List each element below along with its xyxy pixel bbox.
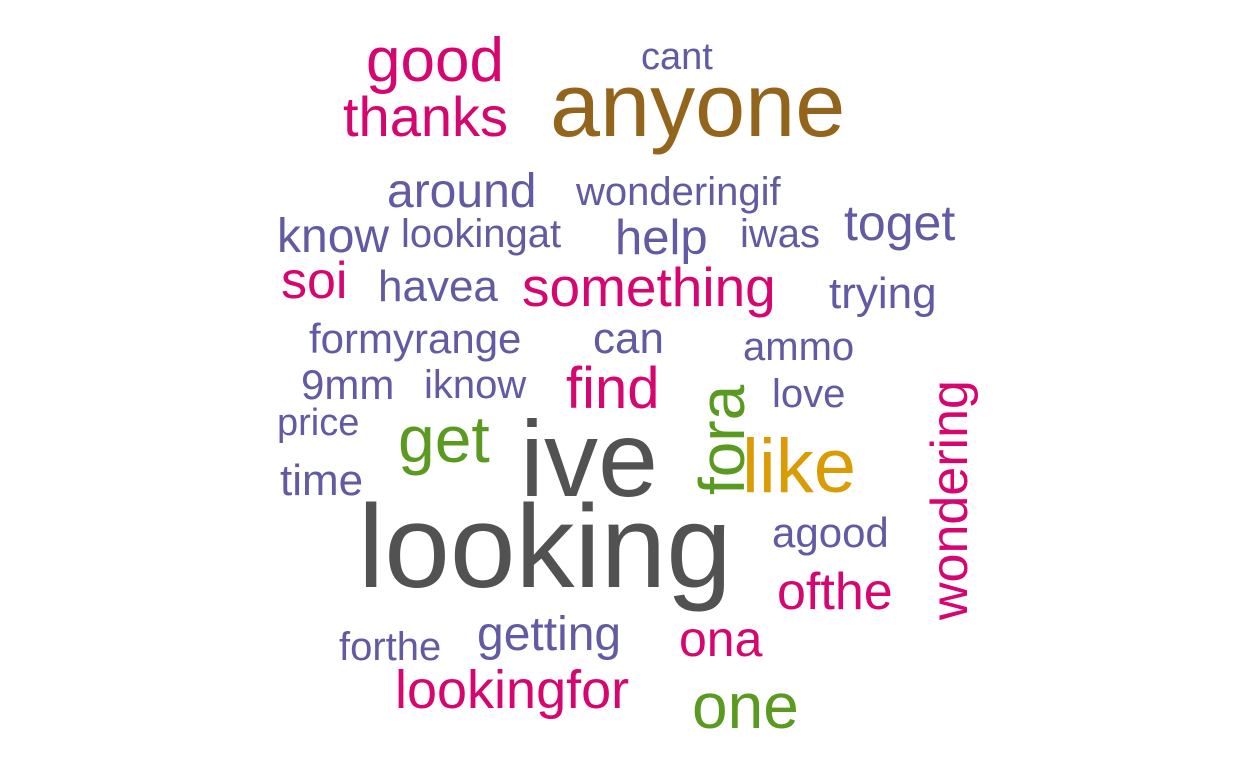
word-lookingat: lookingat [401,212,561,256]
word-iknow: iknow [424,363,526,407]
word-formyrange: formyrange [309,315,521,362]
word-thanks: thanks [343,85,508,148]
word-price: price [277,402,359,444]
word-cant: cant [641,36,713,78]
word-soi: soi [281,252,347,310]
word-wondering: wondering [921,380,979,621]
word-iwas: iwas [740,212,820,256]
word-anyone: anyone [550,56,845,156]
word-help: help [615,211,708,265]
word-around: around [387,165,536,218]
word-ona: ona [679,611,763,667]
word-find: find [566,356,660,421]
word-time: time [280,456,363,505]
word-havea: havea [378,262,498,311]
word-lookingfor: lookingfor [395,660,629,720]
word-trying: trying [829,269,937,318]
word-getting: getting [477,608,621,661]
word-one: one [692,670,799,742]
word-looking: looking [358,481,732,613]
word-get: get [398,402,490,476]
word-love: love [772,372,845,416]
word-can: can [593,314,664,363]
word-wonderingif: wonderingif [575,170,781,214]
word-like: like [742,424,856,509]
word-toget: toget [844,195,955,251]
word-agood: agood [772,509,889,556]
word-know: know [277,210,389,263]
word-forthe: forthe [339,625,441,669]
word-9mm: 9mm [301,361,394,408]
word-something: something [522,256,776,318]
word-fora: fora [686,384,758,495]
word-ofthe: ofthe [777,563,893,621]
word-ive: ive [520,398,658,519]
word-ammo: ammo [743,325,854,369]
word-good: good [366,26,504,95]
